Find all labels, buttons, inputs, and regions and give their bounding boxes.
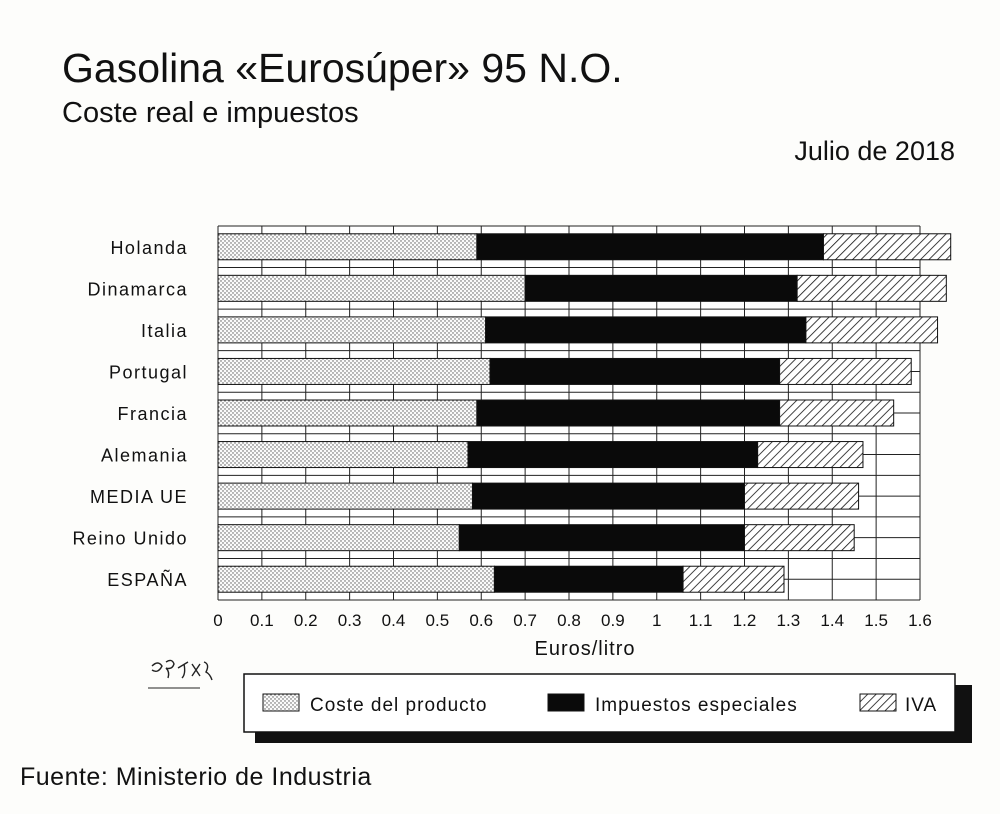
x-tick-label: 0.1 [250,611,274,630]
bar-impuestos [458,524,745,552]
x-axis-label: Euros/litro [534,638,635,660]
chart-subtitle: Coste real e impuestos [62,97,359,129]
bar-coste [217,233,478,261]
category-labels: Holanda Dinamarca Italia Portugal Francia Ale… [72,238,188,590]
bar-coste [217,357,491,385]
bar-coste [217,441,469,469]
category-label: Italia [141,321,188,341]
source-note: Fuente: Ministerio de Industria [20,763,372,791]
legend-swatch-coste [262,693,300,712]
bars [217,233,952,593]
bar-iva [796,274,947,302]
category-label: MEDIA UE [90,487,188,507]
category-label: Francia [117,404,188,424]
bar-impuestos [489,357,781,385]
legend-label-coste: Coste del producto [310,695,488,716]
bar-impuestos [467,441,759,469]
category-label: Reino Unido [72,529,188,549]
x-tick-label: 0.4 [382,611,406,630]
bar-iva [779,399,895,427]
bar-impuestos [476,233,824,261]
category-label: Portugal [109,362,188,382]
bar-iva [757,441,864,469]
x-tick-label: 0.8 [557,611,581,630]
bar-impuestos [476,399,781,427]
bar-impuestos [524,274,798,302]
x-tick-label: 1 [652,611,661,630]
bar-impuestos [471,482,745,510]
legend-swatch-iva [859,693,897,712]
bar-iva [805,316,939,344]
x-tick-label: 0.5 [426,611,450,630]
x-tick-label: 0.3 [338,611,362,630]
bar-impuestos [493,565,684,593]
bar-iva [779,357,912,385]
bar-coste [217,524,460,552]
bar-coste [217,316,487,344]
chart-title: Gasolina «Eurosúper» 95 N.O. [62,45,623,91]
bar-iva [744,482,860,510]
bar-coste [217,399,478,427]
bar-iva [744,524,855,552]
category-label: ESPAÑA [107,569,188,590]
chart-date: Julio de 2018 [794,136,955,166]
x-tick-label: 0.9 [601,611,625,630]
x-tick-label: 1.6 [908,611,932,630]
x-tick-label: 0 [213,611,222,630]
category-label: Holanda [110,238,188,258]
signature-logo [148,659,213,689]
legend-box [243,673,956,733]
x-tick-label: 1.2 [733,611,757,630]
x-tick-label: 0.7 [513,611,537,630]
x-tick-label: 1.4 [820,611,844,630]
category-label: Dinamarca [87,279,188,299]
bar-coste [217,274,526,302]
x-tick-label: 1.5 [864,611,888,630]
legend: Coste del producto Impuestos especiales … [243,673,972,743]
x-tick-label: 1.1 [689,611,713,630]
category-label: Alemania [101,446,188,466]
bar-coste [217,565,495,593]
legend-label-impuestos: Impuestos especiales [595,695,798,716]
bar-iva [682,565,785,593]
x-tick-label: 1.3 [777,611,801,630]
legend-label-iva: IVA [905,695,937,716]
x-tick-labels: 0 0.1 0.2 0.3 0.4 0.5 0.6 0.7 0.8 0.9 1 1.1 1.2 1.3 1.… [213,611,932,630]
x-tick-label: 0.6 [469,611,493,630]
x-tick-label: 0.2 [294,611,318,630]
bar-impuestos [485,316,807,344]
bar-iva [822,233,952,261]
legend-swatch-impuestos [547,693,585,712]
bar-coste [217,482,473,510]
